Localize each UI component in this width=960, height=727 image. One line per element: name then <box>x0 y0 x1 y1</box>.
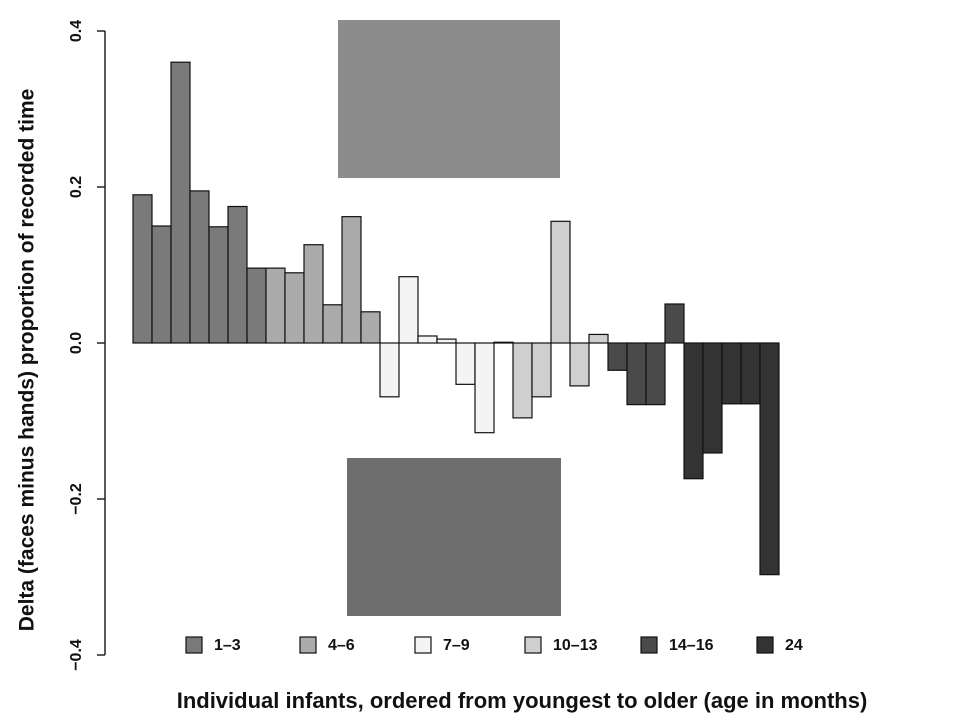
y-axis-label: Delta (faces minus hands) proportion of … <box>16 89 39 632</box>
bar <box>513 343 532 418</box>
bar <box>171 62 190 343</box>
bar <box>741 343 760 404</box>
bar <box>703 343 722 453</box>
bar <box>456 343 475 384</box>
bar <box>646 343 665 405</box>
legend-swatch <box>757 637 773 653</box>
bar <box>323 305 342 343</box>
bar <box>190 191 209 343</box>
photo-hands <box>347 458 561 616</box>
bar <box>228 207 247 344</box>
y-tick-label: 0.4 <box>68 20 85 42</box>
legend-label: 24 <box>785 637 803 654</box>
bar <box>627 343 646 405</box>
y-tick-label: −0.2 <box>68 483 85 515</box>
bar <box>285 273 304 343</box>
bar <box>551 221 570 343</box>
bar <box>152 226 171 343</box>
bar <box>266 268 285 343</box>
legend-swatch <box>186 637 202 653</box>
y-tick-label: −0.4 <box>68 639 85 671</box>
legend-swatch <box>300 637 316 653</box>
bar <box>532 343 551 397</box>
legend-swatch <box>525 637 541 653</box>
bar <box>608 343 627 370</box>
bar <box>361 312 380 343</box>
x-axis-label: Individual infants, ordered from younges… <box>177 688 868 713</box>
bar <box>760 343 779 575</box>
bar <box>133 195 152 343</box>
bar <box>304 245 323 343</box>
bar <box>380 343 399 397</box>
bar <box>437 339 456 343</box>
bar <box>475 343 494 433</box>
bar <box>399 277 418 343</box>
bar <box>494 342 513 343</box>
bar <box>589 334 608 343</box>
legend-swatch <box>641 637 657 653</box>
legend-label: 10–13 <box>553 637 598 654</box>
bar <box>665 304 684 343</box>
legend-label: 14–16 <box>669 637 714 654</box>
bar <box>570 343 589 386</box>
legend-swatch <box>415 637 431 653</box>
y-tick-label: 0.0 <box>68 332 85 354</box>
bar <box>418 336 437 343</box>
y-tick-label: 0.2 <box>68 176 85 198</box>
legend-label: 4–6 <box>328 637 355 654</box>
bar <box>342 217 361 343</box>
bar <box>684 343 703 479</box>
legend-label: 7–9 <box>443 637 470 654</box>
legend-label: 1–3 <box>214 637 241 654</box>
photo-face <box>338 20 560 178</box>
bar <box>209 227 228 343</box>
chart: Delta (faces minus hands) proportion of … <box>0 0 960 722</box>
bar <box>722 343 741 404</box>
bar <box>247 268 266 343</box>
